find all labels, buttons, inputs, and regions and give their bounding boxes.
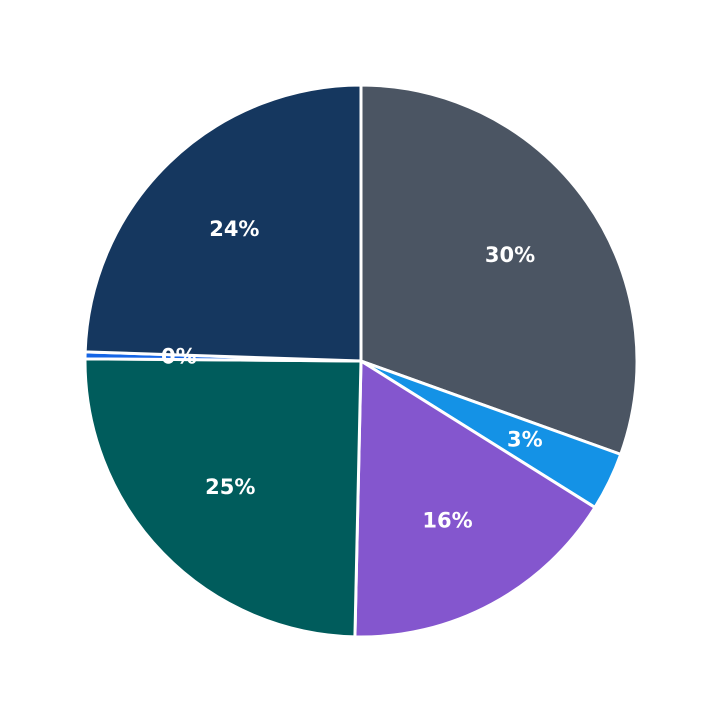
data-label: 30% [485,243,535,267]
pie-slice [359,83,639,456]
data-label: 0% [161,344,197,368]
pie-slice [353,359,597,639]
data-label: 24% [209,217,259,241]
data-label: 3% [507,428,543,452]
data-label: 25% [205,475,255,499]
pie-slice [83,83,363,363]
data-label: 16% [422,508,472,532]
pie-slice [83,357,363,639]
